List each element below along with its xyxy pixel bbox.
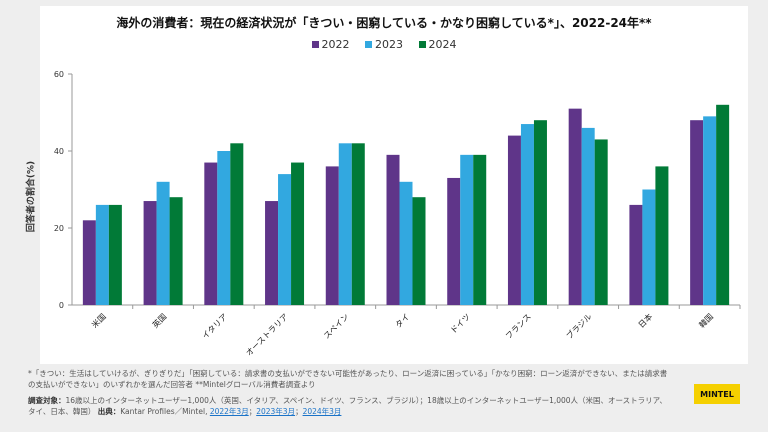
bar-2024-3 bbox=[291, 162, 305, 305]
bar-2023-9 bbox=[642, 189, 656, 305]
bar-2023-0 bbox=[95, 204, 109, 305]
x-tick-label: ドイツ bbox=[449, 312, 472, 335]
x-tick-label: 日本 bbox=[636, 311, 654, 329]
mintel-logo: MINTEL bbox=[694, 384, 740, 404]
bar-2023-10 bbox=[703, 116, 717, 305]
legend-swatch bbox=[418, 41, 426, 48]
x-tick-label: 韓国 bbox=[697, 311, 715, 329]
bar-2023-7 bbox=[520, 124, 534, 305]
source-link-2022[interactable]: 2022年3月 bbox=[209, 407, 249, 416]
bar-2022-6 bbox=[447, 177, 461, 305]
legend-item-2022: 2022 bbox=[311, 38, 350, 51]
y-axis-label: 回答者の割合(%) bbox=[26, 160, 37, 233]
bar-2022-10 bbox=[690, 120, 704, 305]
chart-title: 海外の消費者：現在の経済状況が「きつい・困窮している・かなり困窮している*」、2… bbox=[116, 16, 652, 30]
bar-2022-7 bbox=[507, 135, 521, 305]
y-tick-label: 0 bbox=[59, 301, 64, 310]
legend-label: 2023 bbox=[375, 38, 403, 51]
source-link-2024[interactable]: 2024年3月 bbox=[302, 407, 342, 416]
bar-2024-1 bbox=[169, 197, 183, 305]
x-tick-label: スペイン bbox=[322, 312, 351, 341]
bar-2022-2 bbox=[204, 162, 218, 305]
y-tick-label: 60 bbox=[54, 70, 64, 79]
bar-2024-6 bbox=[473, 154, 487, 305]
source-text: Kantar Profiles／Mintel, bbox=[120, 407, 210, 416]
legend: 2022 2023 2024 bbox=[0, 38, 768, 51]
bar-2024-8 bbox=[594, 139, 608, 305]
bar-2023-8 bbox=[581, 127, 595, 306]
bar-2022-1 bbox=[143, 201, 157, 305]
survey-label: 調査対象： bbox=[28, 396, 66, 405]
x-tick-label: 英国 bbox=[150, 311, 168, 329]
bar-2023-5 bbox=[399, 181, 413, 305]
legend-swatch bbox=[365, 41, 372, 48]
x-tick-label: フランス bbox=[504, 312, 533, 341]
bar-2022-0 bbox=[82, 220, 96, 305]
y-tick-label: 20 bbox=[54, 224, 64, 233]
x-tick-label: タイ bbox=[394, 312, 412, 330]
bar-2023-2 bbox=[217, 151, 231, 305]
bar-2024-9 bbox=[655, 166, 669, 305]
source-link-2023[interactable]: 2023年3月 bbox=[256, 407, 296, 416]
source-label: 出典： bbox=[97, 407, 121, 416]
legend-label: 2022 bbox=[321, 38, 350, 51]
x-tick-label: ブラジル bbox=[564, 311, 594, 341]
bar-2022-8 bbox=[568, 108, 582, 306]
bar-2023-3 bbox=[278, 174, 292, 305]
bar-2024-7 bbox=[533, 120, 547, 305]
bar-2024-0 bbox=[108, 204, 122, 305]
legend-item-2023: 2023 bbox=[365, 38, 403, 51]
footnote-survey: 調査対象：16歳以上のインターネットユーザー1,000人（英国、イタリア、スペイ… bbox=[28, 396, 667, 416]
bar-2022-4 bbox=[325, 166, 339, 305]
bar-2022-3 bbox=[265, 201, 279, 305]
y-tick-label: 40 bbox=[54, 147, 64, 156]
footnotes: *「きつい：生活はしていけるが、ぎりぎりだ」「困窮している：請求書の支払いができ… bbox=[28, 368, 668, 422]
bar-2023-6 bbox=[460, 154, 474, 305]
bar-2024-2 bbox=[230, 143, 244, 305]
bar-2023-4 bbox=[338, 143, 352, 305]
bar-2024-5 bbox=[412, 197, 426, 305]
bar-2024-10 bbox=[716, 104, 730, 305]
bar-2023-1 bbox=[156, 181, 170, 305]
footnote-definition: *「きつい：生活はしていけるが、ぎりぎりだ」「困窮している：請求書の支払いができ… bbox=[28, 369, 668, 389]
survey-text: 16歳以上のインターネットユーザー1,000人（英国、イタリア、スペイン、ドイツ… bbox=[28, 396, 667, 416]
legend-label: 2024 bbox=[428, 38, 457, 51]
bar-2024-4 bbox=[351, 143, 365, 305]
x-tick-label: イタリア bbox=[200, 312, 229, 341]
bar-2022-9 bbox=[629, 204, 643, 305]
x-tick-label: 米国 bbox=[89, 311, 107, 329]
legend-item-2024: 2024 bbox=[418, 38, 457, 51]
legend-swatch bbox=[311, 41, 319, 48]
bar-2022-5 bbox=[386, 154, 400, 305]
bar-chart: 0 20 40 60 米国 英国 イタリア オーストラリア スペイン タイ ドイツ フランス ブラジル 日… bbox=[54, 70, 741, 358]
x-tick-label: オーストラリア bbox=[244, 312, 290, 358]
